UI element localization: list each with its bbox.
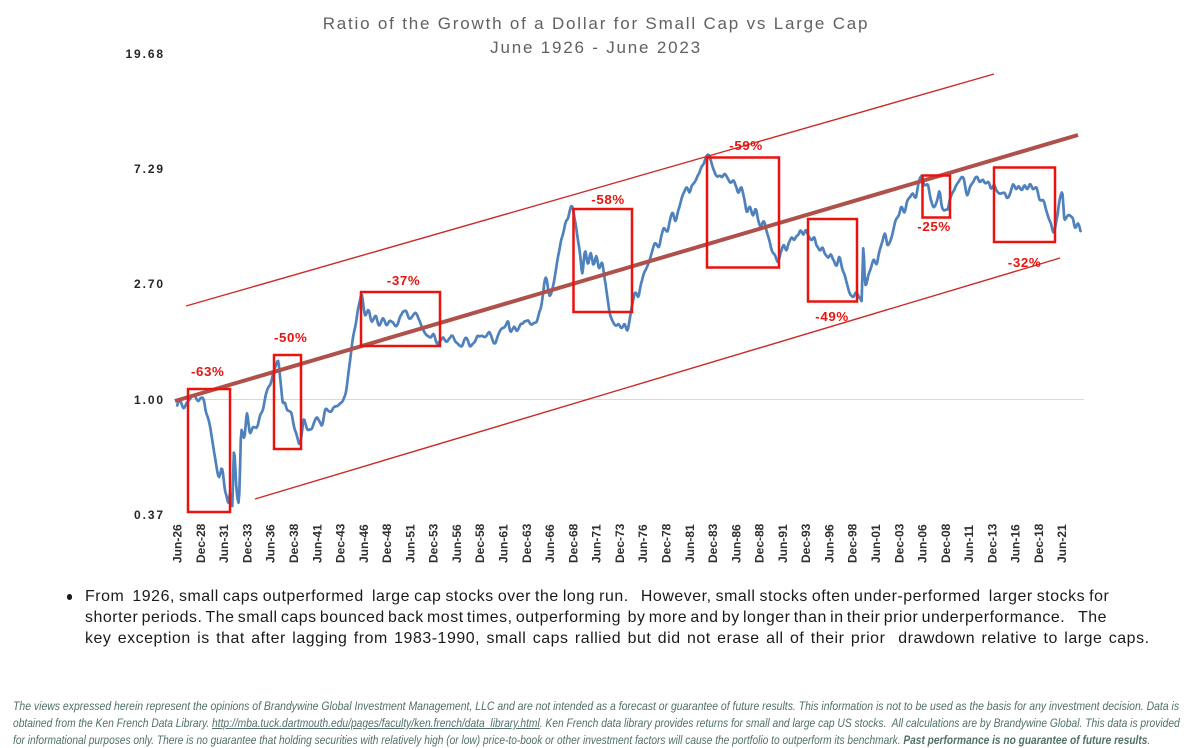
svg-text:Dec-88: Dec-88 [753,523,767,563]
svg-text:Jun-06: Jun-06 [916,524,930,563]
svg-text:Jun-81: Jun-81 [683,524,697,563]
svg-text:Dec-13: Dec-13 [985,523,999,563]
svg-text:Jun-26: Jun-26 [171,524,185,563]
svg-text:Dec-63: Dec-63 [520,523,534,563]
svg-text:Jun-66: Jun-66 [543,524,557,563]
svg-text:Dec-43: Dec-43 [334,523,348,563]
svg-text:Dec-78: Dec-78 [660,523,674,563]
svg-text:Jun-71: Jun-71 [590,524,604,563]
svg-text:Jun-01: Jun-01 [869,524,883,563]
svg-text:Jun-36: Jun-36 [264,524,278,563]
svg-text:Dec-68: Dec-68 [566,523,580,563]
svg-text:Jun-11: Jun-11 [962,525,976,563]
svg-text:Jun-76: Jun-76 [636,524,650,563]
svg-text:Dec-08: Dec-08 [939,523,953,563]
svg-text:Dec-03: Dec-03 [892,523,906,563]
svg-text:Jun-56: Jun-56 [450,524,464,563]
svg-text:Dec-93: Dec-93 [799,523,813,563]
svg-text:Jun-16: Jun-16 [1009,524,1023,563]
svg-text:Jun-96: Jun-96 [822,524,836,563]
svg-text:Dec-83: Dec-83 [706,523,720,563]
svg-text:Jun-86: Jun-86 [729,524,743,563]
svg-text:Dec-38: Dec-38 [287,523,301,563]
svg-text:Dec-33: Dec-33 [240,523,254,563]
svg-text:Dec-58: Dec-58 [473,523,487,563]
svg-text:Dec-98: Dec-98 [846,523,860,563]
svg-text:Jun-91: Jun-91 [776,524,790,563]
svg-text:Jun-51: Jun-51 [403,524,417,563]
svg-text:Jun-46: Jun-46 [357,524,371,563]
svg-text:Dec-73: Dec-73 [613,523,627,563]
svg-text:Jun-61: Jun-61 [497,524,511,563]
svg-text:Jun-21: Jun-21 [1055,524,1069,563]
svg-text:Dec-18: Dec-18 [1032,523,1046,563]
svg-text:Dec-53: Dec-53 [427,523,441,563]
svg-text:Jun-31: Jun-31 [217,524,231,563]
svg-text:Dec-28: Dec-28 [194,523,208,563]
svg-text:Dec-48: Dec-48 [380,523,394,563]
svg-text:Jun-41: Jun-41 [310,524,324,563]
